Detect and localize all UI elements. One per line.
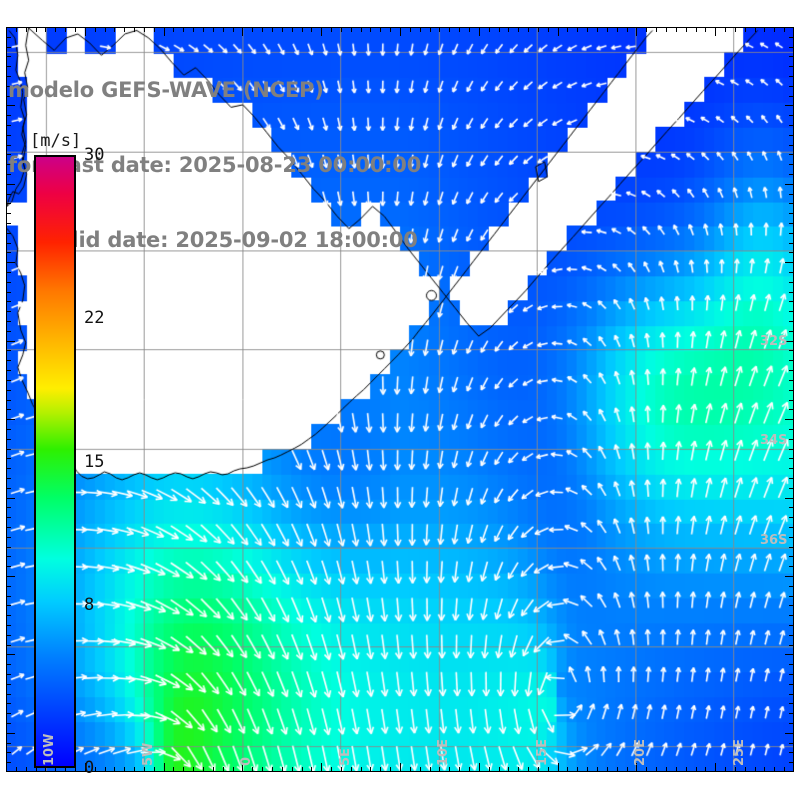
- colorbar-tick-8: 8: [84, 594, 95, 615]
- colorbar-tick-30: 30: [84, 145, 105, 165]
- wind-speed-field-canvas: [7, 28, 793, 771]
- colorbar: [34, 155, 76, 768]
- figure-title-block: modelo GEFS-WAVE (NCEP) forecast date: 2…: [0, 28, 520, 303]
- map-panel: [6, 27, 794, 772]
- colorbar-tick-22: 22: [84, 308, 105, 329]
- colorbar-tick-0: 0: [84, 758, 95, 778]
- colorbar-tick-15: 15: [84, 451, 105, 472]
- colorbar-gradient: [34, 155, 76, 768]
- title-model-line: modelo GEFS-WAVE (NCEP): [8, 78, 324, 102]
- title-forecast-date: forecast date: 2025-08-23 00:00:00: [8, 153, 422, 177]
- title-valid-date: valid date: 2025-09-02 18:00:00: [44, 228, 418, 252]
- colorbar-unit-label: [m/s]: [30, 131, 82, 151]
